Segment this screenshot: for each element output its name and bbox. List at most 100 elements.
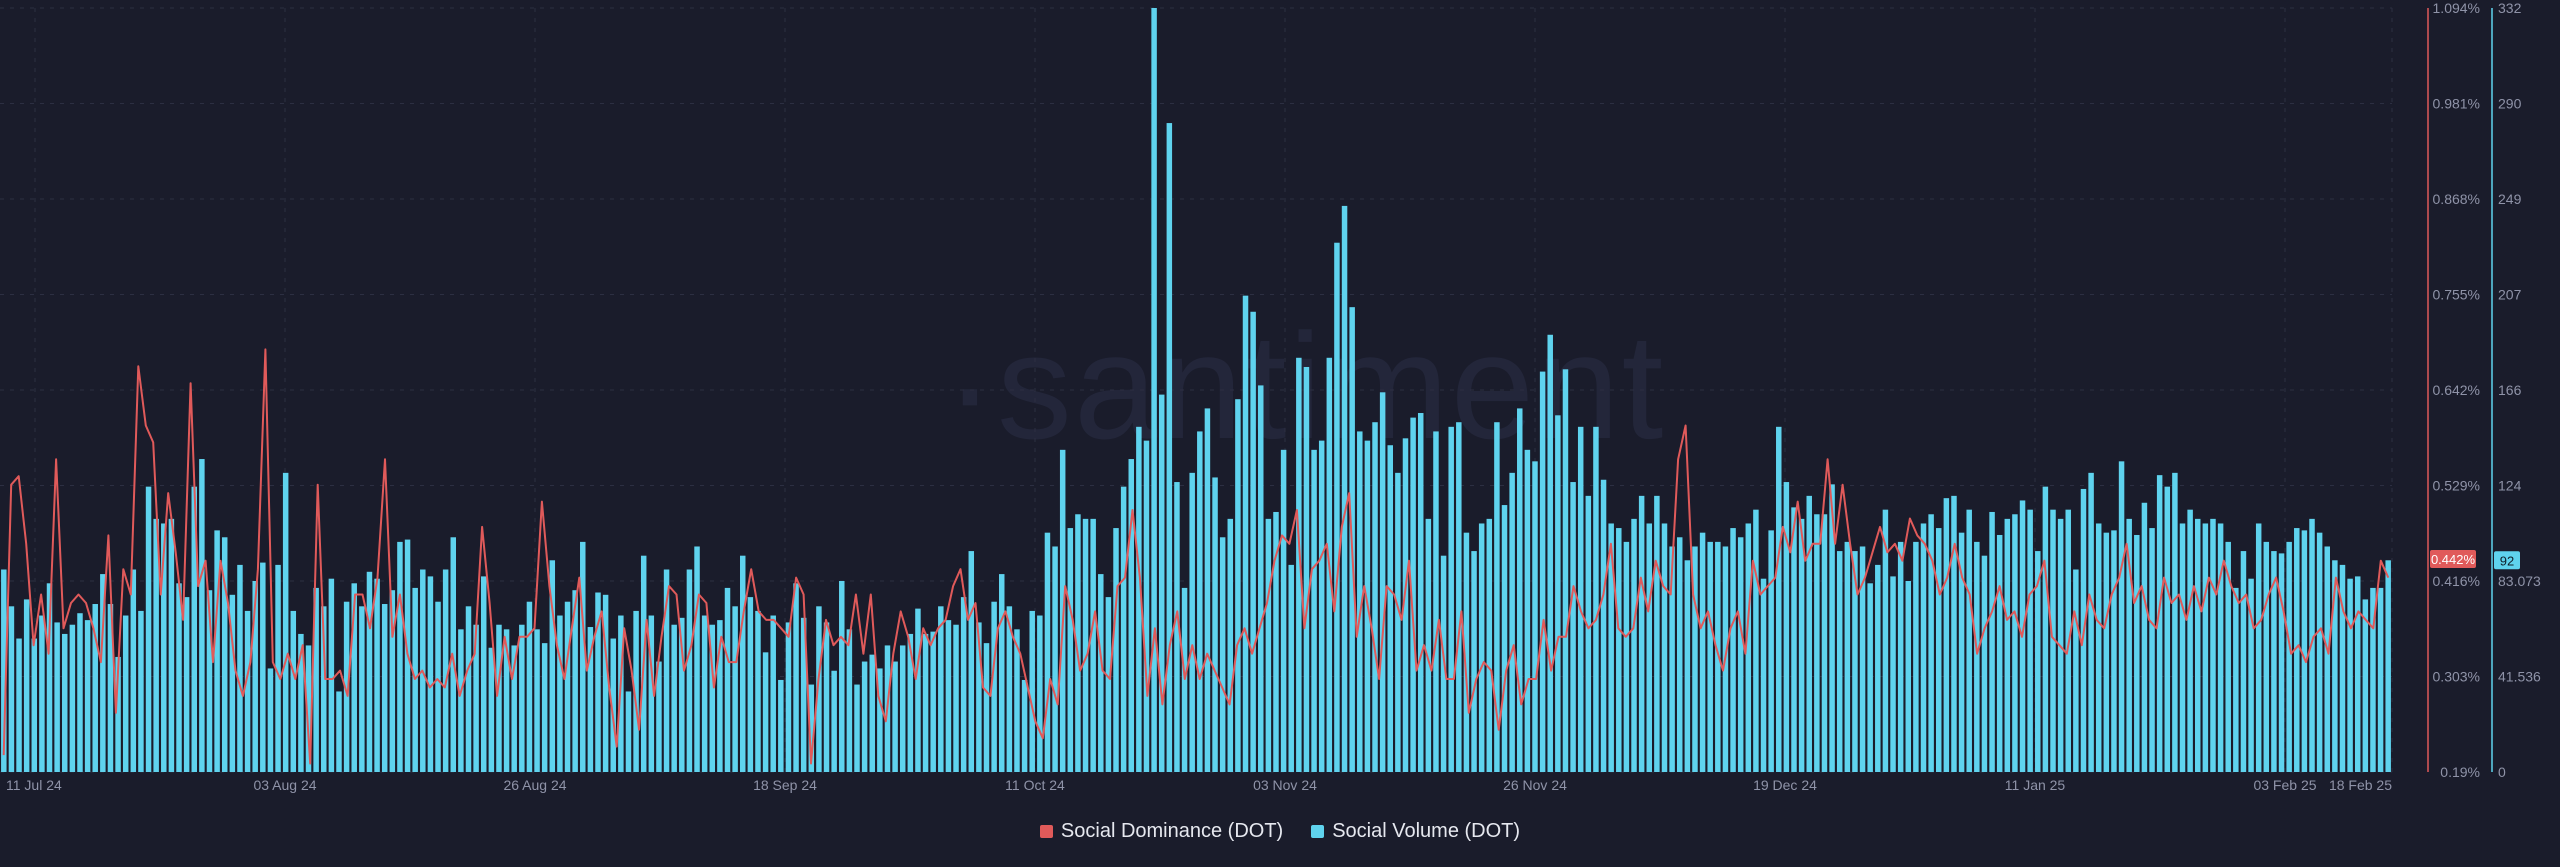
volume-bar <box>1669 546 1675 772</box>
volume-bar <box>1608 523 1614 772</box>
volume-bar <box>2370 587 2376 772</box>
volume-bar <box>1981 555 1988 772</box>
volume-bar <box>526 601 533 772</box>
volume-bar <box>945 620 952 772</box>
legend-item-volume[interactable]: Social Volume (DOT) <box>1311 820 1520 843</box>
volume-bar <box>2095 523 2102 772</box>
volume-bar <box>1105 597 1112 772</box>
volume-bar <box>2240 551 2247 772</box>
legend-item-dominance[interactable]: Social Dominance (DOT) <box>1039 820 1283 843</box>
volume-bar <box>1707 541 1713 772</box>
volume-bar <box>397 541 403 772</box>
volume-bar <box>2050 509 2056 772</box>
volume-bar <box>1555 415 1561 772</box>
dominance-axis-tick: 0.868% <box>2433 191 2480 207</box>
volume-bar <box>557 615 563 772</box>
volume-bar <box>290 610 297 772</box>
legend-swatch-dominance <box>1039 825 1053 838</box>
volume-bar <box>1219 537 1226 772</box>
volume-bar <box>839 581 845 772</box>
volume-bar <box>1913 541 1919 772</box>
volume-bar <box>282 472 289 772</box>
volume-bar <box>625 691 632 772</box>
volume-axis-tick: 332 <box>2498 0 2522 16</box>
volume-bar <box>1890 576 1896 772</box>
volume-bar <box>1288 564 1294 772</box>
volume-bar <box>1676 537 1683 772</box>
volume-bar <box>2316 532 2323 772</box>
volume-bar <box>359 606 365 772</box>
volume-axis-tick: 290 <box>2498 96 2522 112</box>
volume-bar <box>2088 472 2094 772</box>
dominance-line <box>2 348 2390 765</box>
volume-bar <box>1737 537 1744 772</box>
x-axis-tick: 03 Aug 24 <box>253 777 316 793</box>
volume-bar <box>2004 518 2011 772</box>
volume-bar <box>2118 461 2125 772</box>
volume-bar <box>831 670 837 772</box>
dominance-axis-tick: 1.094% <box>2433 0 2480 16</box>
volume-bar <box>2332 560 2338 772</box>
volume-bar <box>1494 422 1500 772</box>
x-axis-tick: 11 Jul 24 <box>6 777 62 793</box>
volume-bar <box>2164 486 2171 772</box>
volume-bar <box>1951 495 1957 772</box>
volume-bar <box>2354 576 2361 772</box>
x-axis-tick: 18 Feb 25 <box>2329 777 2392 793</box>
dominance-axis-tick: 0.981% <box>2433 96 2480 112</box>
volume-bar <box>1128 459 1134 772</box>
volume-bar <box>1768 530 1774 772</box>
dominance-axis-tick: 0.303% <box>2433 669 2480 685</box>
volume-bar <box>2271 551 2277 772</box>
volume-bar <box>953 624 959 772</box>
volume-bar <box>1806 495 1812 772</box>
volume-bar <box>808 684 815 772</box>
volume-bar <box>1 569 7 772</box>
volume-bar <box>1585 495 1592 772</box>
volume-bar <box>587 627 594 772</box>
chart-svg: 1.094% 0.981% 0.868% 0.755% 0.642% 0.529% 0.41… <box>0 0 2541 793</box>
volume-bar <box>168 518 175 772</box>
volume-bar <box>1486 518 1493 772</box>
volume-bar <box>244 610 251 772</box>
volume-bar <box>1928 514 1934 772</box>
volume-bar <box>1897 541 1904 772</box>
volume-bar <box>1242 295 1249 772</box>
volume-bar <box>1090 518 1096 772</box>
volume-bar <box>580 541 586 772</box>
volume-bar <box>1859 546 1866 772</box>
volume-bar <box>1410 417 1416 772</box>
volume-bar <box>1029 610 1035 772</box>
volume-bar <box>991 601 997 772</box>
volume-bar <box>724 587 731 772</box>
volume-bar <box>793 583 799 772</box>
x-axis-tick: 26 Nov 24 <box>1503 777 1567 793</box>
volume-bar <box>1265 518 1272 772</box>
volume-bar <box>2362 599 2369 772</box>
volume-bar <box>39 615 45 772</box>
x-axis-tick: 26 Aug 24 <box>503 777 566 793</box>
volume-bar <box>2141 502 2148 772</box>
volume-bar <box>1577 426 1584 772</box>
volume-bar <box>1425 518 1432 772</box>
dominance-axis-tick: 0.755% <box>2433 287 2480 303</box>
volume-bar <box>656 661 662 772</box>
volume-bar <box>1509 472 1515 772</box>
volume-bar <box>1143 440 1150 772</box>
volume-bar <box>739 555 746 772</box>
volume-bar <box>1570 482 1576 772</box>
volume-bar <box>1760 578 1767 772</box>
volume-bar <box>1113 528 1119 772</box>
volume-bar <box>1166 123 1173 772</box>
volume-bar <box>823 622 830 772</box>
volume-bar <box>770 615 776 772</box>
volume-bar <box>915 608 921 772</box>
volume-bar <box>100 574 106 772</box>
volume-bar <box>1539 371 1546 772</box>
volume-bar <box>473 624 479 772</box>
volume-bar <box>1014 629 1020 772</box>
volume-bar <box>298 633 304 772</box>
volume-bar <box>2126 518 2132 772</box>
volume-bar <box>1098 574 1104 772</box>
